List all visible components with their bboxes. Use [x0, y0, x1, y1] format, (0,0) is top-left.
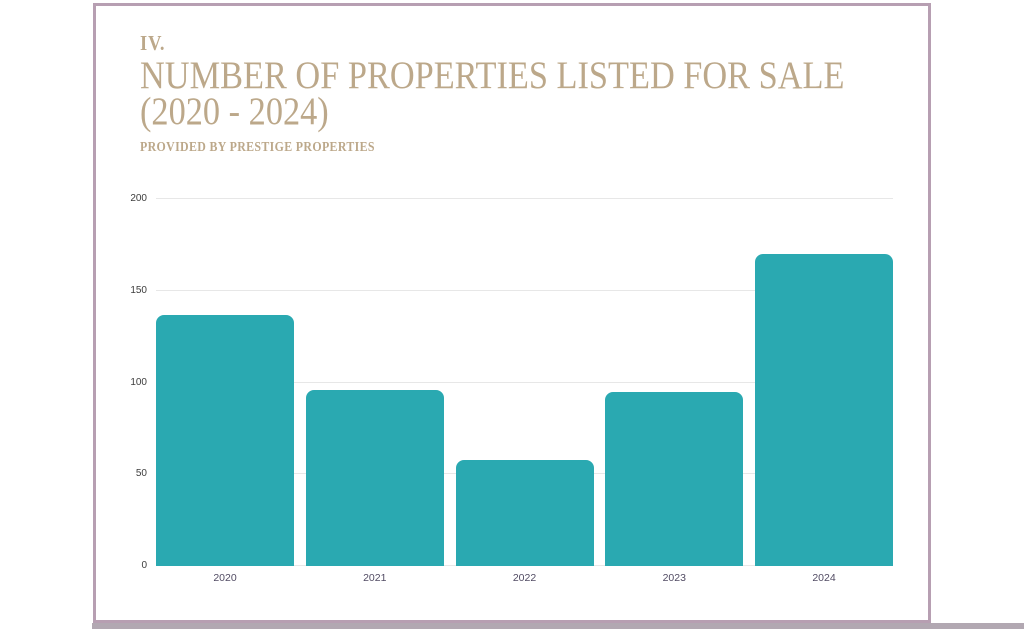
bar-2021: [305, 389, 444, 566]
page-title: NUMBER OF PROPERTIES LISTED FOR SALE (20…: [140, 54, 845, 133]
y-tick-label-100: 100: [130, 376, 147, 388]
bar-2022: [455, 459, 594, 566]
x-tick-label-2020: 2020: [213, 572, 237, 584]
bar-chart-plot-area: 0 50 100 150 200 2020 2021 2022 2023 202…: [130, 193, 893, 584]
next-page-edge: [92, 623, 1024, 629]
x-tick-label-2021: 2021: [363, 572, 387, 584]
section-number: IV.: [140, 31, 166, 55]
bar-2024: [755, 254, 893, 566]
page-title-line-1: NUMBER OF PROPERTIES LISTED FOR SALE: [140, 54, 845, 97]
page-subtitle: PROVIDED BY PRESTIGE PROPERTIES: [140, 139, 375, 154]
y-tick-label-0: 0: [141, 560, 147, 571]
gridline-150: [156, 289, 893, 291]
page-title-line-2: (2020 - 2024): [140, 90, 329, 133]
chart-card: IV. NUMBER OF PROPERTIES LISTED FOR SALE…: [93, 3, 931, 623]
bar-series: [156, 199, 893, 566]
bar-2020: [156, 314, 294, 566]
gridline-100: [156, 381, 893, 383]
gridline-200: [156, 198, 893, 199]
bar-2023: [605, 391, 744, 566]
x-tick-label-2023: 2023: [662, 572, 686, 584]
x-tick-label-2022: 2022: [512, 572, 537, 584]
x-axis-labels: 2020 2021 2022 2023 2024: [156, 572, 893, 584]
y-tick-label-200: 200: [130, 193, 147, 204]
y-tick-label-50: 50: [135, 468, 147, 480]
x-tick-label-2024: 2024: [812, 572, 836, 584]
y-tick-label-150: 150: [130, 284, 147, 296]
